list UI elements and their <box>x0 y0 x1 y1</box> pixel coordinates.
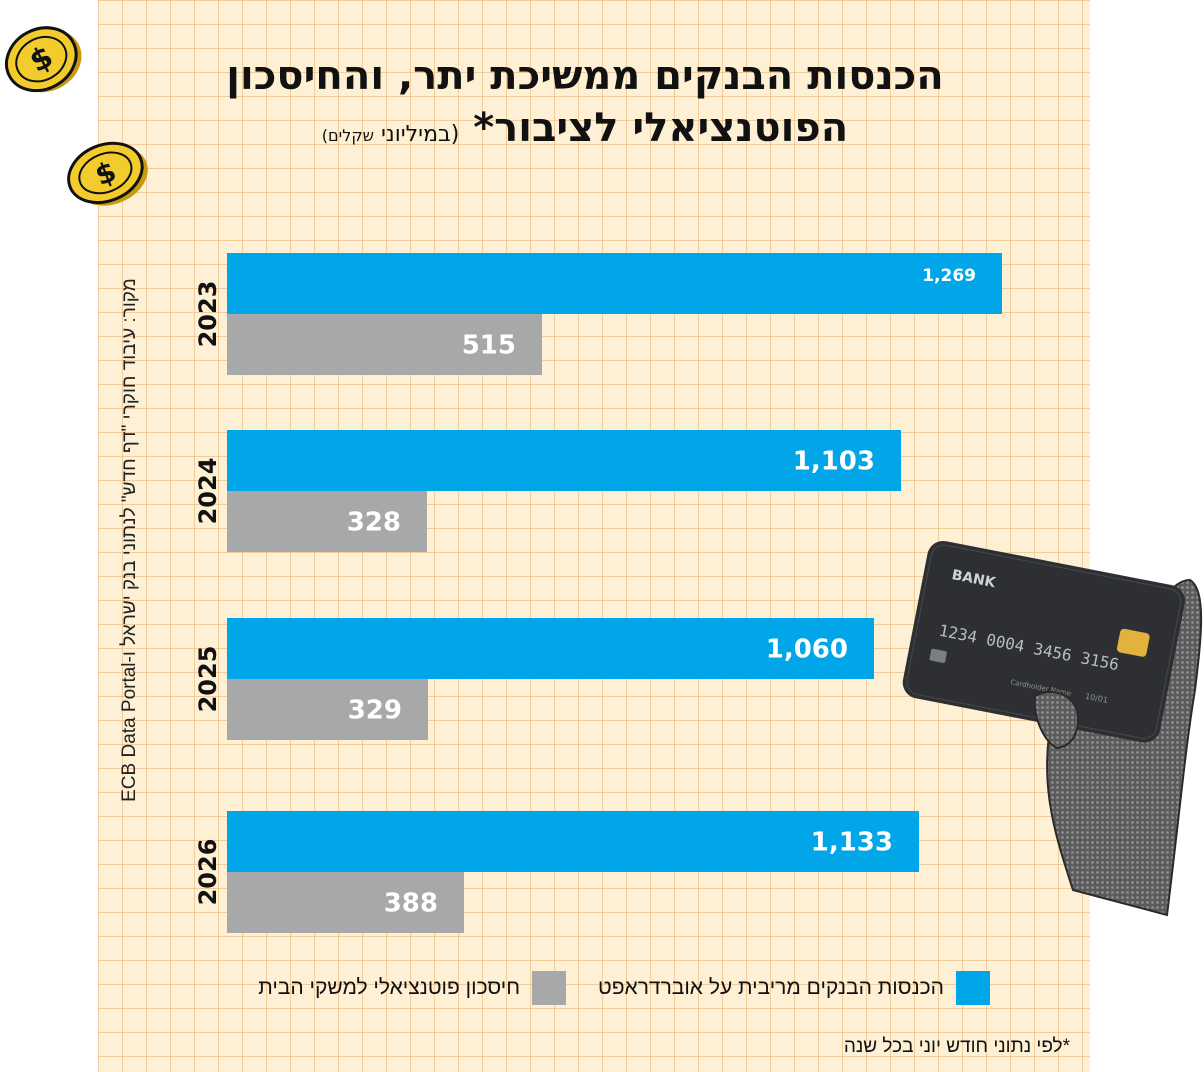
data-label-savings-2024: 328 <box>347 508 401 538</box>
legend-item-revenue: הכנסות הבנקים מריבית על אוברדראפט <box>598 971 990 1005</box>
bar-savings-2026 <box>227 872 464 933</box>
legend-label-savings: חיסכון פוטנציאלי למשקי הבית <box>258 976 521 999</box>
data-label-savings-2023: 515 <box>462 331 516 361</box>
data-label-revenue-2023: 1,269 <box>922 266 976 286</box>
bar-savings-2024 <box>227 491 427 552</box>
legend-label-revenue: הכנסות הבנקים מריבית על אוברדראפט <box>598 976 944 999</box>
title-line-2: הפוטנציאלי לציבור* <box>473 105 849 151</box>
legend-swatch-revenue <box>956 971 990 1005</box>
footnote: *לפי נתוני חודש יוני בכל שנה <box>843 1036 1070 1057</box>
hand-thumb <box>1033 691 1079 750</box>
bar-savings-2023 <box>227 314 542 375</box>
category-label-2023: 2023 <box>194 281 222 348</box>
bar-revenue-2026 <box>227 811 919 872</box>
title-line-1: הכנסות הבנקים ממשיכת יתר, והחיסכון <box>226 53 944 99</box>
credit-card-icon: BANK 1234 0004 3456 3156 Cardholder Name… <box>902 540 1185 743</box>
bar-revenue-2024 <box>227 430 901 491</box>
data-label-savings-2025: 329 <box>348 696 402 726</box>
credit-card-illustration: BANK 1234 0004 3456 3156 Cardholder Name… <box>902 540 1203 917</box>
dollar-coin-icon: $ <box>67 141 148 206</box>
legend: הכנסות הבנקים מריבית על אוברדראפט חיסכון… <box>200 968 990 1008</box>
data-label-revenue-2026: 1,133 <box>811 828 893 858</box>
chart-title: הכנסות הבנקים ממשיכת יתר, והחיסכון הפוטנ… <box>140 50 1030 162</box>
category-label-2026: 2026 <box>194 839 222 906</box>
dollar-coin-icon: $ <box>5 26 82 93</box>
data-label-revenue-2024: 1,103 <box>793 447 875 477</box>
title-unit-small: שקלים) <box>321 126 374 145</box>
data-label-revenue-2025: 1,060 <box>766 635 848 665</box>
bar-savings-2025 <box>227 679 428 740</box>
card-expiry: 10/01 <box>1084 692 1108 705</box>
bar-revenue-2025 <box>227 618 874 679</box>
title-unit: (במיליוני שקלים) <box>322 122 460 147</box>
data-label-savings-2026: 388 <box>384 889 438 919</box>
title-unit-open: (במיליוני <box>381 122 460 147</box>
category-label-2025: 2025 <box>194 646 222 713</box>
legend-swatch-savings <box>532 971 567 1005</box>
category-label-2024: 2024 <box>194 458 222 525</box>
legend-item-savings: חיסכון פוטנציאלי למשקי הבית <box>258 971 567 1005</box>
bar-revenue-2023 <box>227 253 1002 314</box>
